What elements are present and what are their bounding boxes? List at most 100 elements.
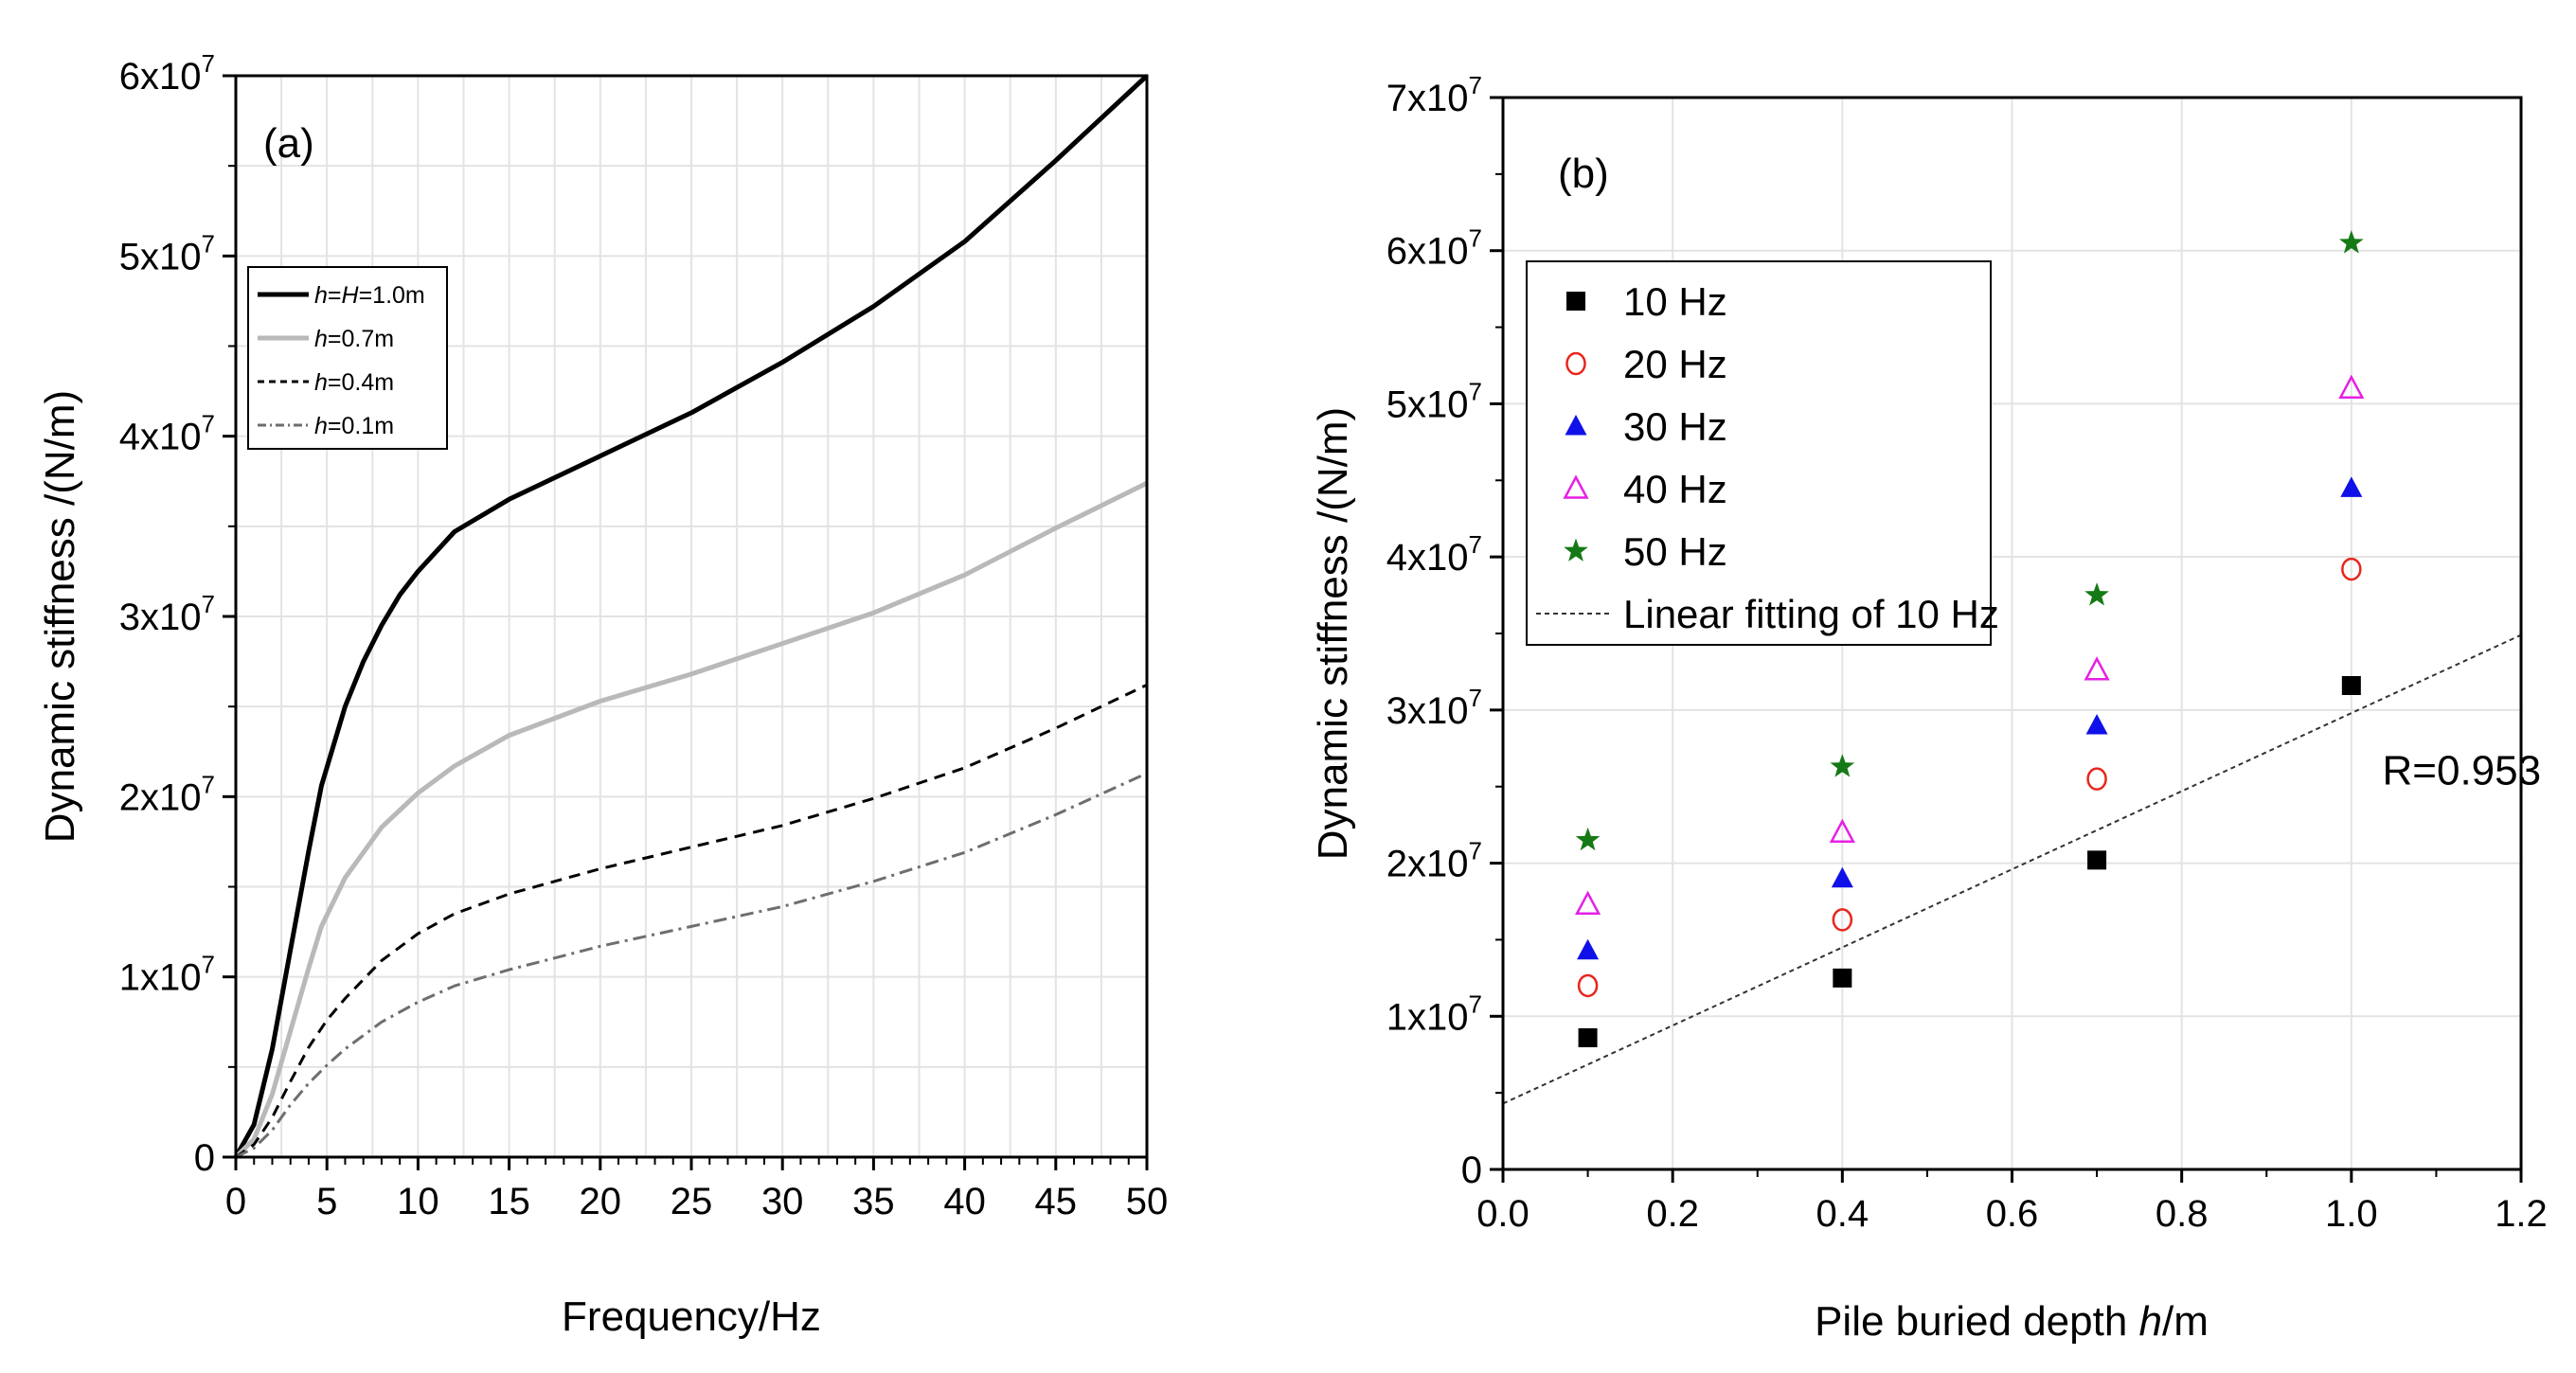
y-axis-label-a: Dynamic stiffness /(N/m) [37, 390, 83, 843]
axis-ticks-b: 0.0 0.2 0.4 0.6 0.8 1.0 1.201x1072x1073x1074x1… [1386, 71, 2548, 1235]
data-point-10hz [2341, 675, 2361, 695]
x-tick-label-a: 30 [761, 1181, 804, 1222]
x-tick-label-a: 50 [1126, 1181, 1169, 1222]
y-tick-label-b-base: 4x10 [1386, 537, 1469, 579]
x-axis-label-b-prefix: Pile buried depth [1815, 1298, 2138, 1345]
x-tick-label-b: 0.0 [1476, 1193, 1530, 1235]
legend-label-a: h=0.4m [314, 369, 394, 396]
data-point-30hz [1831, 866, 1853, 888]
y-axis-label-b: Dynamic stiffness /(N/m) [1310, 407, 1356, 860]
y-tick-label-b: 7x107 [1386, 71, 1482, 119]
series-line-1 [233, 74, 1149, 1159]
legend-label-b: 30 Hz [1623, 404, 1727, 449]
y-tick-label-b-exp: 7 [1469, 837, 1482, 865]
y-tick-label-b-base: 0 [1461, 1150, 1482, 1191]
legend-label-italic: h [314, 326, 328, 352]
y-tick-label-b: 5x107 [1386, 377, 1482, 425]
legend-box-b [1526, 260, 1992, 646]
y-tick-label-a-exp: 7 [202, 590, 215, 618]
legend-label-b: 10 Hz [1623, 279, 1727, 324]
data-point-40hz [1574, 890, 1601, 915]
grid-a [235, 75, 1148, 1158]
x-tick-label-a: 25 [671, 1181, 713, 1222]
y-tick-label-a-base: 4x10 [119, 417, 202, 458]
legend-label-b: 20 Hz [1623, 342, 1727, 386]
y-tick-label-a: 6x107 [119, 49, 215, 98]
y-tick-label-a: 1x107 [119, 951, 215, 999]
y-tick-label-a: 3x107 [119, 590, 215, 638]
legend-marker-b [1563, 474, 1589, 499]
y-tick-label-b-exp: 7 [1469, 990, 1482, 1018]
y-tick-label-a-exp: 7 [202, 229, 215, 258]
y-tick-label-b: 4x107 [1386, 530, 1482, 579]
data-point-50hz [1575, 827, 1601, 851]
data-point-50hz [2084, 582, 2109, 606]
legend-b: 10 Hz 20 Hz 30 Hz 40 Hz 50 Hz Linear fitting … [1526, 260, 1999, 646]
chart-panel-b: 0.0 0.2 0.4 0.6 0.8 1.0 1.201x1072x1073x1074x1… [1310, 71, 2548, 1345]
legend-label-rest: =0.1m [328, 413, 394, 439]
y-tick-label-a: 5x107 [119, 229, 215, 277]
x-tick-label-b: 0.2 [1646, 1193, 1699, 1235]
series-line-3 [235, 683, 1148, 1159]
data-point-30hz [2340, 476, 2363, 497]
x-tick-label-a: 15 [488, 1181, 530, 1222]
data-point-20hz [2086, 767, 2107, 791]
y-tick-label-a-base: 2x10 [119, 776, 202, 818]
correlation-annotation: R=0.953 [2383, 748, 2542, 794]
x-tick-label-b: 0.4 [1816, 1193, 1869, 1235]
axis-ticks-a: 0 5 10 15 20 25 30 35 40 45 5001x1072x1073x1074x10… [119, 49, 1168, 1222]
chart-panel-a: 0 5 10 15 20 25 30 35 40 45 5001x1072x1073x1074x10… [37, 49, 1168, 1340]
legend-label-italic2: H [342, 282, 360, 309]
y-tick-label-a-base: 0 [194, 1137, 215, 1179]
x-tick-label-b: 1.0 [2325, 1193, 2378, 1235]
y-tick-label-b-exp: 7 [1469, 71, 1482, 99]
panel-tag-a: (a) [263, 120, 314, 167]
y-tick-label-b-exp: 7 [1469, 530, 1482, 559]
y-tick-label-b-base: 3x10 [1386, 690, 1469, 732]
x-tick-label-b: 0.8 [2156, 1193, 2209, 1235]
data-point-10hz [1578, 1027, 1598, 1047]
legend-marker-b [1565, 351, 1586, 376]
legend-label-italic: h [314, 282, 328, 309]
data-point-20hz [2341, 557, 2362, 581]
y-tick-label-a-base: 1x10 [119, 957, 202, 999]
x-tick-label-a: 5 [316, 1181, 337, 1222]
scatter-points-b [1574, 230, 2365, 1047]
x-tick-label-a: 20 [580, 1181, 622, 1222]
data-point-50hz [1830, 754, 1855, 777]
legend-label-mid: = [328, 282, 342, 309]
y-tick-label-a: 2x107 [119, 770, 215, 818]
data-point-20hz [1577, 973, 1599, 998]
y-tick-label-b: 2x107 [1386, 837, 1482, 885]
legend-label-rest: =0.4m [328, 369, 394, 396]
y-tick-label-b: 1x107 [1386, 990, 1482, 1038]
legend-label-rest: =0.7m [328, 326, 394, 352]
data-point-50hz [2339, 230, 2364, 254]
x-axis-label-a: Frequency/Hz [562, 1293, 821, 1340]
data-point-20hz [1832, 908, 1853, 932]
legend-label-a: h=H=1.0m [314, 282, 425, 309]
y-tick-label-b-base: 7x10 [1386, 78, 1469, 119]
y-tick-label-a: 4x107 [119, 410, 215, 458]
legend-label-rest: =1.0m [359, 282, 425, 309]
legend-a: h=H=1.0mh=0.7mh=0.4mh=0.1m [247, 266, 448, 450]
data-point-40hz [2084, 656, 2110, 681]
y-tick-label-b: 6x107 [1386, 224, 1482, 273]
legend-label-a: h=0.7m [314, 326, 394, 352]
data-point-30hz [1577, 938, 1600, 960]
series-line-2 [234, 480, 1149, 1159]
y-tick-label-b: 3x107 [1386, 684, 1482, 732]
y-tick-label-b: 0 [1461, 1150, 1482, 1191]
x-tick-label-b: 1.2 [2495, 1193, 2548, 1235]
y-tick-label-b-base: 5x10 [1386, 383, 1469, 425]
x-axis-label-b-italic: h [2139, 1298, 2162, 1345]
y-tick-label-b-exp: 7 [1469, 224, 1482, 253]
y-tick-label-a-exp: 7 [202, 410, 215, 438]
y-tick-label-b-base: 1x10 [1386, 996, 1469, 1038]
legend-box-a [247, 266, 448, 450]
y-tick-label-b-base: 6x10 [1386, 231, 1469, 273]
x-axis-label-b-suffix: /m [2162, 1298, 2209, 1345]
panel-tag-b: (b) [1558, 151, 1609, 197]
y-tick-label-b-base: 2x10 [1386, 844, 1469, 885]
legend-label-italic: h [314, 413, 328, 439]
